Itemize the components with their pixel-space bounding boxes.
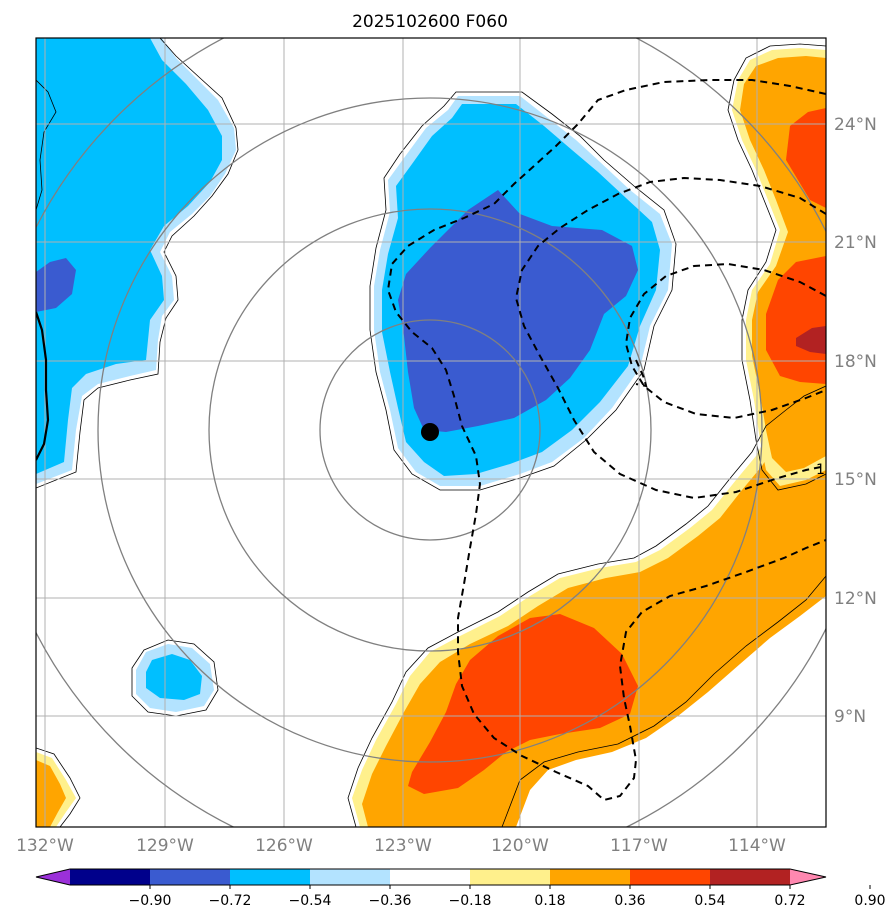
range-ring xyxy=(97,97,763,763)
colorbar-tick-label: −0.18 xyxy=(449,893,492,909)
coastline xyxy=(36,311,50,461)
colorbar-tick-label: 0.72 xyxy=(774,893,805,909)
contour-fill-red-orange-lower xyxy=(408,614,638,794)
colorbar: −0.90 −0.72 −0.54 −0.36 −0.18 0.18 0.36 0.54 0.7… xyxy=(35,868,886,909)
y-tick-label: 12°N xyxy=(834,589,877,609)
contour-fill-dark-blue-left xyxy=(36,258,76,312)
colorbar-tick-label: −0.54 xyxy=(289,893,332,909)
colorbar-extension-high xyxy=(790,869,826,885)
x-tick-label: 132°W xyxy=(16,836,74,856)
colorbar-tick-label: −0.90 xyxy=(129,893,172,909)
x-tick-label: 126°W xyxy=(255,836,313,856)
x-tick-label: 120°W xyxy=(491,836,549,856)
x-tick-labels: 132°W 129°W 126°W 123°W 120°W 117°W 114°… xyxy=(16,836,786,856)
colorbar-tick-label: −0.72 xyxy=(209,893,252,909)
colorbar-extension-low xyxy=(36,869,70,885)
x-tick-label: 123°W xyxy=(374,836,432,856)
colorbar-tick-label: −0.36 xyxy=(369,893,412,909)
colorbar-segment xyxy=(710,869,791,885)
contour-label-1: 1 xyxy=(816,462,825,478)
colorbar-tick-label: 0.36 xyxy=(614,893,645,909)
colorbar-tick-label: 0.54 xyxy=(694,893,725,909)
colorbar-ticks: −0.90 −0.72 −0.54 −0.36 −0.18 0.18 0.36 0.54 0.7… xyxy=(129,885,886,909)
colorbar-outline xyxy=(35,868,827,886)
x-tick-label: 117°W xyxy=(610,836,668,856)
range-ring xyxy=(208,208,652,652)
map-frame xyxy=(35,37,827,828)
y-tick-label: 24°N xyxy=(834,115,877,135)
colorbar-segment xyxy=(230,869,311,885)
colorbar-segments xyxy=(70,869,791,885)
outline-left-mid xyxy=(36,79,57,211)
outline-center xyxy=(369,91,677,491)
y-tick-label: 15°N xyxy=(834,470,877,490)
colorbar-segment xyxy=(150,869,231,885)
dashed-contour-2 xyxy=(514,176,826,500)
dashed-contours xyxy=(386,79,826,802)
y-tick-label: 21°N xyxy=(834,233,877,253)
contour-fill-blue-island xyxy=(146,654,202,700)
storm-center-marker xyxy=(421,423,439,441)
outline-right xyxy=(727,43,826,491)
x-tick-label: 129°W xyxy=(136,836,194,856)
contour-fill-dark-red-right xyxy=(796,326,826,354)
colorbar-tick-label: 0.18 xyxy=(534,893,565,909)
y-tick-labels: 24°N 21°N 18°N 15°N 12°N 9°N xyxy=(834,115,877,727)
colorbar-segment xyxy=(390,869,471,885)
dashed-contour-1 xyxy=(386,79,826,802)
y-tick-label: 18°N xyxy=(834,352,877,372)
contour-fill-dark-blue-center xyxy=(398,190,638,432)
colorbar-segment xyxy=(550,869,631,885)
colorbar-segment xyxy=(310,869,391,885)
colorbar-segment xyxy=(470,869,551,885)
contour-fill-red-orange-right xyxy=(786,108,826,208)
colorbar-segment xyxy=(70,869,151,885)
colorbar-tick-label: 0.90 xyxy=(854,893,885,909)
outline-left xyxy=(36,38,239,489)
outline-island xyxy=(131,639,219,717)
outline-lower xyxy=(347,385,826,827)
chart-title: 2025102600 F060 xyxy=(352,12,508,32)
outline-corner xyxy=(36,747,81,827)
contour-fill-blue-left xyxy=(36,38,222,474)
contour-fill-orange-corner xyxy=(36,760,66,827)
map-area: 1 xyxy=(36,38,826,827)
x-tick-label: 114°W xyxy=(728,836,786,856)
y-tick-label: 9°N xyxy=(834,707,866,727)
zero-contour-lines xyxy=(36,38,826,827)
range-ring xyxy=(319,319,541,541)
range-rings xyxy=(36,38,826,827)
colorbar-segment xyxy=(630,869,711,885)
